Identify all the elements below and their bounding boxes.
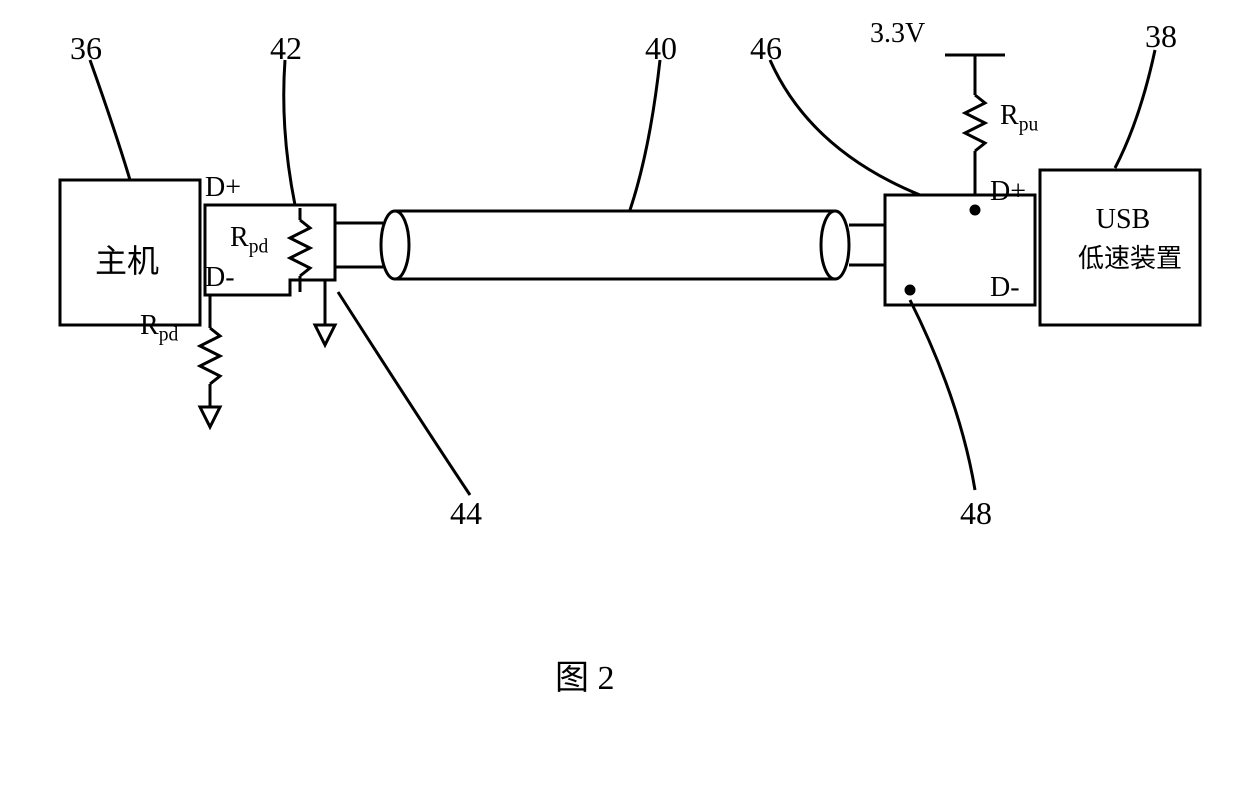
resistor-rpu [945, 55, 1005, 195]
dev-dplus: D+ [990, 176, 1026, 208]
ground-arrow-1 [315, 280, 335, 345]
junction-dplus [971, 206, 979, 214]
figure-title: 图 2 [555, 650, 615, 699]
resistor-rpd2 [200, 295, 220, 427]
ref-40: 40 [645, 30, 677, 67]
leader-36 [90, 60, 130, 180]
ref-38: 38 [1145, 18, 1177, 55]
ref-36: 36 [70, 30, 102, 67]
rpd1-label: Rpd [230, 222, 268, 259]
diagram-canvas: 主机 USB 低速装置 D+ D- D+ D- Rpd Rpd Rpu 3.3V… [0, 0, 1239, 794]
leader-44 [338, 292, 470, 495]
rpu-label: Rpu [1000, 100, 1038, 137]
leader-38 [1115, 50, 1155, 168]
host-dplus: D+ [205, 172, 241, 204]
usb-device-label: USB 低速装置 [1078, 200, 1168, 278]
junction-dminus [906, 286, 914, 294]
leader-40 [630, 60, 660, 210]
cable-end-left [381, 211, 409, 279]
dev-dminus: D- [990, 272, 1020, 304]
diagram-svg [0, 0, 1239, 794]
host-label: 主机 [95, 236, 159, 282]
usb-line1: USB [1096, 204, 1150, 235]
leader-42 [284, 60, 295, 205]
voltage-label: 3.3V [870, 18, 925, 50]
ref-42: 42 [270, 30, 302, 67]
ref-44: 44 [450, 495, 482, 532]
cable-end-right [821, 211, 849, 279]
rpd2-label: Rpd [140, 310, 178, 347]
ref-46: 46 [750, 30, 782, 67]
host-dminus: D- [205, 262, 235, 294]
ref-48: 48 [960, 495, 992, 532]
leader-46 [770, 60, 920, 195]
usb-line2: 低速装置 [1078, 244, 1182, 273]
leader-48 [910, 300, 975, 490]
